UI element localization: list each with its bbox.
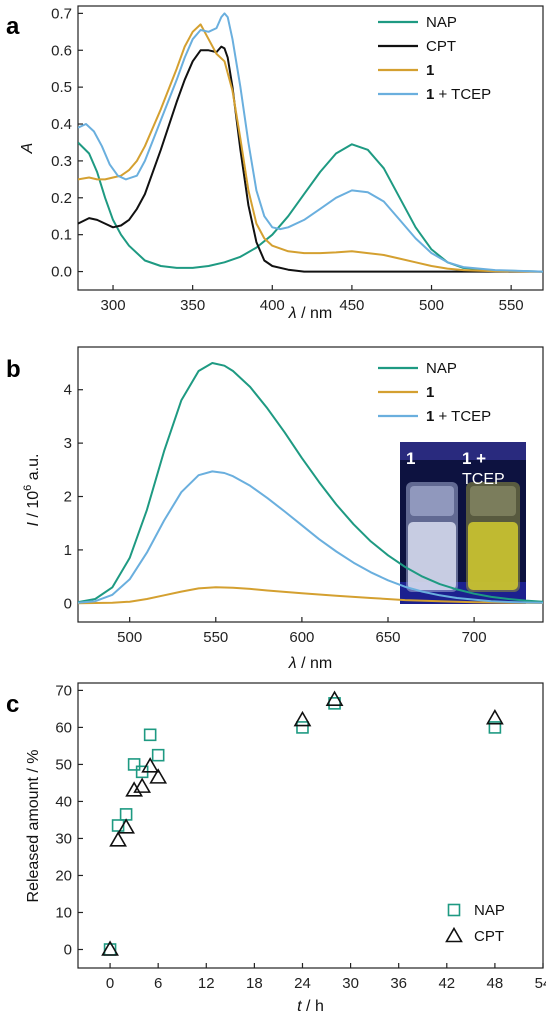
point-cpt [325, 690, 344, 706]
point-nap [488, 721, 502, 734]
y-tick-label: 10 [55, 904, 72, 921]
y-tick-label: 0.2 [51, 190, 72, 207]
legend-label-1: 1 [426, 384, 434, 401]
x-tick-label: 54 [535, 975, 546, 992]
legend-marker-nap [447, 903, 461, 917]
panel-b: 500 550 600 650 700 0 1 2 3 4 b λ / nm I / 106 a.u. 1… [6, 346, 544, 672]
point-nap [328, 697, 341, 710]
y-tick-label: 0.6 [51, 42, 72, 59]
y-tick-label: 0.5 [51, 79, 72, 96]
inset-label-left: 1 [406, 449, 415, 468]
legend-label-nap: NAP [474, 902, 505, 919]
x-tick-label: 550 [499, 297, 524, 314]
x-tick-label: 18 [246, 975, 263, 992]
point-nap [143, 728, 157, 742]
y-tick-label: 4 [64, 382, 72, 399]
x-axis-label: λ / nm [288, 655, 332, 672]
x-tick-label: 700 [462, 629, 487, 646]
y-tick-label: 0 [64, 941, 72, 958]
y-tick-label: 30 [55, 830, 72, 847]
point-cpt [149, 768, 168, 784]
x-tick-label: 0 [106, 975, 114, 992]
inset-label-right-2: TCEP [462, 471, 505, 488]
y-tick-label: 0.0 [51, 264, 72, 281]
point-nap [119, 808, 133, 821]
x-tick-label: 24 [294, 975, 311, 992]
series-line-1-tcep [78, 470, 543, 604]
series-line-1 [78, 23, 543, 273]
panel-label: c [6, 691, 19, 718]
y-tick-label: 20 [55, 867, 72, 884]
y-axis-label: I / 106 a.u. [22, 454, 42, 527]
x-tick-label: 600 [289, 629, 314, 646]
y-tick-label: 50 [55, 756, 72, 773]
x-tick-label: 48 [487, 975, 504, 992]
y-tick-label: 3 [64, 435, 72, 452]
series-line-cpt [78, 45, 543, 273]
x-tick-label: 500 [117, 629, 142, 646]
inset-photo: 1 1 + TCEP [400, 442, 526, 604]
legend-label-1: 1 [426, 62, 434, 79]
x-axis-label: λ / nm [288, 305, 332, 322]
x-tick-label: 42 [438, 975, 455, 992]
point-cpt [109, 831, 127, 847]
legend-label-cpt: CPT [474, 928, 504, 945]
point-cpt [141, 757, 160, 773]
y-tick-label: 60 [55, 719, 72, 736]
series-line-nap [78, 141, 543, 273]
plot-frame [77, 682, 544, 969]
legend-label-nap: NAP [426, 14, 457, 31]
x-tick-label: 550 [203, 629, 228, 646]
legend-label-nap: NAP [426, 360, 457, 377]
series-line-1 [78, 586, 543, 605]
plot-frame [77, 346, 544, 623]
y-axis-label: Released amount / % [25, 750, 42, 903]
y-tick-label: 0.7 [51, 5, 72, 22]
panel-a: 300 350 400 450 500 550 0.0 0.1 0.2 0.3 0.4 0.5 0.6 0… [6, 5, 544, 322]
y-tick-label: 2 [64, 489, 72, 506]
y-tick-label: 0.4 [51, 116, 72, 133]
x-tick-label: 12 [198, 975, 215, 992]
panel-label: a [6, 13, 20, 40]
point-cpt [125, 781, 144, 797]
x-tick-label: 450 [339, 297, 364, 314]
x-tick-label: 300 [101, 297, 126, 314]
legend-label-1-tcep: 1 + TCEP [426, 86, 491, 103]
x-tick-label: 30 [342, 975, 359, 992]
point-nap [151, 748, 165, 762]
panel-c: 0 6 12 18 24 30 36 42 48 54 0 10 20 30 40 50 60 70 c t / h R… [6, 682, 546, 1015]
y-tick-label: 0 [64, 595, 72, 612]
point-cpt [117, 818, 135, 834]
y-tick-label: 0.3 [51, 153, 72, 170]
inset-label-right-1: 1 + [462, 449, 486, 468]
point-cpt [293, 710, 312, 727]
legend-marker-cpt [445, 926, 463, 943]
legend-label-cpt: CPT [426, 38, 456, 55]
point-nap [296, 721, 309, 734]
x-tick-label: 6 [154, 975, 162, 992]
x-tick-label: 350 [180, 297, 205, 314]
legend-label-1-tcep: 1 + TCEP [426, 408, 491, 425]
x-tick-label: 500 [419, 297, 444, 314]
x-tick-label: 36 [390, 975, 407, 992]
plot-frame [77, 5, 544, 291]
y-tick-label: 1 [64, 542, 72, 559]
point-cpt [101, 940, 119, 956]
y-tick-label: 0.1 [51, 227, 72, 244]
x-axis-label: t / h [297, 998, 324, 1015]
panel-label: b [6, 356, 21, 383]
y-tick-label: 70 [55, 682, 72, 699]
point-cpt [133, 777, 152, 793]
series-line-nap [78, 362, 543, 604]
point-nap [127, 758, 141, 771]
y-axis-label: A [19, 143, 36, 155]
x-tick-label: 400 [260, 297, 285, 314]
y-tick-label: 40 [55, 793, 72, 810]
series-line-1-tcep [78, 12, 543, 273]
point-cpt [486, 709, 504, 725]
x-tick-label: 650 [375, 629, 400, 646]
